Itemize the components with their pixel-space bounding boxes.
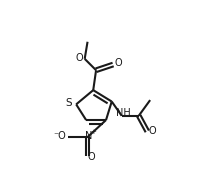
Text: S: S [66,98,72,108]
Text: O: O [148,126,156,136]
Text: O: O [88,152,96,162]
Text: O: O [114,58,122,68]
Text: ⁻O: ⁻O [53,131,66,141]
Text: O: O [75,53,83,63]
Text: N: N [85,131,93,141]
Text: +: + [90,129,96,135]
Text: NH: NH [116,108,131,118]
